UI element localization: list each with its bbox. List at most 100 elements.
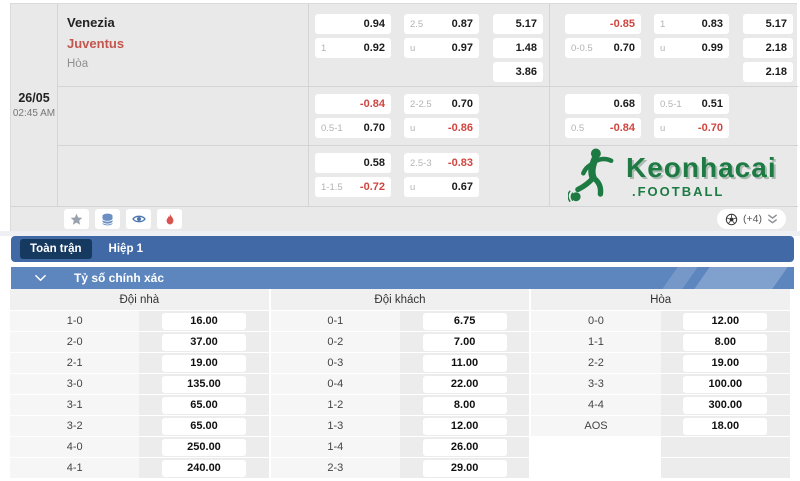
score-label: 2-0 <box>10 332 140 352</box>
odds-box[interactable]: -0.84 <box>315 94 391 114</box>
favorite-star-button[interactable] <box>64 209 89 229</box>
score-odds-cell: 19.00 <box>139 353 269 373</box>
odds-box[interactable]: 0.68 <box>565 94 641 114</box>
home-team-name[interactable]: Venezia <box>67 15 115 30</box>
score-odds-box[interactable]: 29.00 <box>422 459 507 477</box>
score-odds-box[interactable]: 65.00 <box>161 396 246 414</box>
score-odds-box[interactable]: 12.00 <box>683 312 768 330</box>
score-odds-cell: 6.75 <box>399 311 530 331</box>
score-odds-box[interactable]: 8.00 <box>683 333 768 351</box>
odds-value: -0.85 <box>609 18 635 30</box>
watch-eye-button[interactable] <box>126 209 151 229</box>
odds-box[interactable]: u 0.99 <box>654 38 729 58</box>
score-odds-box[interactable]: 26.00 <box>422 438 507 456</box>
odds-line-label: u <box>660 42 666 54</box>
score-label: 2-1 <box>10 353 140 373</box>
score-odds-box[interactable]: 19.00 <box>161 354 246 372</box>
odds-box[interactable]: 1-1.5 -0.72 <box>315 177 391 197</box>
more-bookmakers-button[interactable]: (+4) <box>717 209 786 229</box>
score-label: 4-1 <box>10 458 140 478</box>
odds-box[interactable]: 2.5 0.87 <box>404 14 479 34</box>
score-odds-box[interactable]: 8.00 <box>422 396 507 414</box>
score-odds-box[interactable]: 16.00 <box>161 312 246 330</box>
double-chevron-down-icon <box>768 214 777 224</box>
score-odds-box[interactable]: 100.00 <box>683 375 768 393</box>
score-odds-box[interactable]: 19.00 <box>683 354 768 372</box>
odds-box[interactable]: 0.5 -0.84 <box>565 118 641 138</box>
score-column-header: Đội khách <box>270 289 530 311</box>
away-team-name[interactable]: Juventus <box>67 36 125 51</box>
score-odds-box[interactable]: 135.00 <box>161 375 246 393</box>
score-column-header: Đội nhà <box>10 289 269 311</box>
odds-box[interactable]: 2-2.5 0.70 <box>404 94 479 114</box>
odds-value: 0.83 <box>701 18 723 30</box>
score-odds-cell <box>660 437 790 457</box>
score-row: 3-3 100.00 <box>531 374 790 395</box>
odds-value: 0.51 <box>701 98 723 110</box>
odds-line-label: 2.5-3 <box>410 157 432 169</box>
tab-firsthalf[interactable]: Hiệp 1 <box>108 243 144 255</box>
period-tabbar: Toàn trận Hiệp 1 <box>11 236 794 262</box>
odds-box[interactable]: 2.5-3 -0.83 <box>404 153 479 173</box>
score-row <box>531 437 790 458</box>
odds-box[interactable]: u 0.97 <box>404 38 479 58</box>
score-odds-box[interactable]: 12.00 <box>422 417 507 435</box>
odds-box[interactable]: 0.94 <box>315 14 391 34</box>
score-odds-box[interactable]: 6.75 <box>422 312 507 330</box>
score-row: 0-4 22.00 <box>270 374 530 395</box>
odds-box[interactable]: 3.86 <box>493 62 543 82</box>
score-odds-cell: 22.00 <box>399 374 530 394</box>
odds-value: -0.84 <box>359 98 385 110</box>
logo-subtitle: .FOOTBALL <box>632 183 725 199</box>
odds-box[interactable]: 5.17 <box>743 14 793 34</box>
tab-fulltime[interactable]: Toàn trận <box>20 239 92 259</box>
score-row: 3-2 65.00 <box>10 416 269 437</box>
odds-box[interactable]: 0.5-1 0.70 <box>315 118 391 138</box>
odds-box[interactable]: 5.17 <box>493 14 543 34</box>
odds-box[interactable]: u -0.86 <box>404 118 479 138</box>
score-odds-box[interactable]: 11.00 <box>422 354 507 372</box>
odds-box[interactable]: 2.18 <box>743 38 793 58</box>
odds-box[interactable]: 2.18 <box>743 62 793 82</box>
odds-box[interactable]: u -0.70 <box>654 118 729 138</box>
score-column-header: Hòa <box>531 289 790 311</box>
score-label: 0-1 <box>270 311 400 331</box>
score-odds-cell: 18.00 <box>660 416 790 436</box>
score-row: 1-3 12.00 <box>270 416 530 437</box>
correct-score-section-header[interactable]: Tỷ số chính xác <box>11 267 794 289</box>
score-odds-box[interactable]: 300.00 <box>683 396 768 414</box>
odds-value: 0.70 <box>451 98 473 110</box>
score-odds-cell: 19.00 <box>660 353 790 373</box>
odds-box[interactable]: -0.85 <box>565 14 641 34</box>
odds-value: -0.84 <box>609 122 635 134</box>
odds-box[interactable]: 1 0.92 <box>315 38 391 58</box>
odds-value: 0.70 <box>613 42 635 54</box>
odds-value: 0.67 <box>451 181 473 193</box>
hot-flame-button[interactable] <box>157 209 182 229</box>
score-odds-box[interactable]: 7.00 <box>422 333 507 351</box>
score-odds-box[interactable]: 250.00 <box>161 438 246 456</box>
odds-cell-fulltime-row1: 0.94 1 0.92 2.5 0.87 u 0.97 5.17 1.48 3.86 <box>308 4 549 86</box>
score-odds-box[interactable]: 22.00 <box>422 375 507 393</box>
odds-box[interactable]: 1 0.83 <box>654 14 729 34</box>
score-odds-box[interactable]: 18.00 <box>683 417 768 435</box>
odds-value: 0.68 <box>613 98 635 110</box>
odds-box[interactable]: 0.5-1 0.51 <box>654 94 729 114</box>
odds-box[interactable]: 0-0.5 0.70 <box>565 38 641 58</box>
score-odds-box[interactable]: 37.00 <box>161 333 246 351</box>
odds-box[interactable]: 0.58 <box>315 153 391 173</box>
odds-box[interactable]: u 0.67 <box>404 177 479 197</box>
odds-line-label: 2.5 <box>410 18 424 30</box>
teams-cell-empty <box>58 86 308 145</box>
odds-line-label: u <box>410 122 416 134</box>
match-time: 02:45 AM <box>12 108 56 119</box>
score-odds-box[interactable]: 240.00 <box>161 459 246 477</box>
score-row <box>531 458 790 479</box>
stats-database-button[interactable] <box>95 209 120 229</box>
draw-label: Hòa <box>67 58 89 70</box>
odds-box[interactable]: 1.48 <box>493 38 543 58</box>
score-row: 0-3 11.00 <box>270 353 530 374</box>
soccer-ball-icon <box>725 213 738 225</box>
score-odds-box[interactable]: 65.00 <box>161 417 246 435</box>
score-odds-cell: 65.00 <box>139 395 269 415</box>
